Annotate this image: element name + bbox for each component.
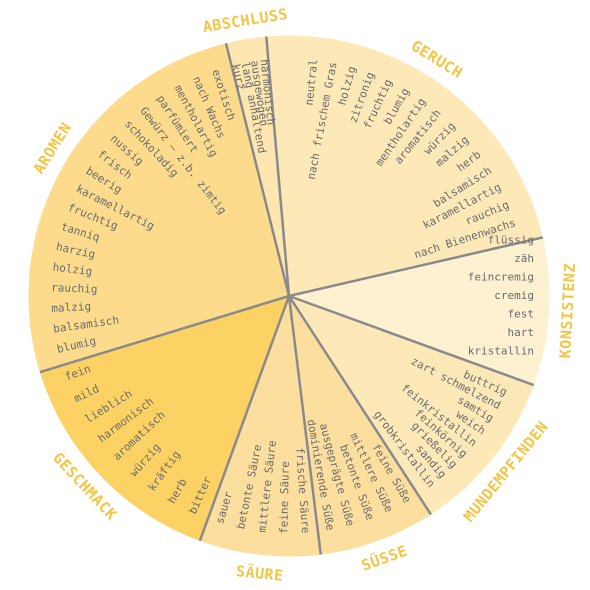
divider-mundempfinden bbox=[288, 294, 536, 387]
segment-konsistenz bbox=[289, 237, 551, 386]
category-label-abschluss: ABSCHLUSS bbox=[202, 5, 290, 36]
segment-mundempfinden bbox=[289, 296, 536, 516]
term-aromen: holzig bbox=[52, 261, 93, 279]
category-label-konsistenz: KONSISTENZ bbox=[556, 263, 579, 359]
divider-geschmack bbox=[198, 295, 291, 543]
divider-geruch bbox=[264, 34, 291, 297]
segment-saeure bbox=[199, 296, 321, 558]
term-konsistenz: hart bbox=[508, 326, 535, 339]
segment-suesse bbox=[289, 296, 432, 557]
segment-geschmack bbox=[38, 296, 290, 543]
category-label-saeure: SÄURE bbox=[235, 561, 284, 585]
term-konsistenz: feincremig bbox=[468, 271, 534, 284]
term-konsistenz: zäh bbox=[514, 252, 534, 265]
term-konsistenz: kristallin bbox=[468, 345, 534, 358]
term-geruch: neutral bbox=[303, 59, 321, 106]
wheel-dividers bbox=[38, 34, 545, 557]
divider-abschluss bbox=[224, 41, 291, 297]
wheel-segments bbox=[26, 33, 551, 558]
term-konsistenz: cremig bbox=[494, 289, 534, 302]
term-abschluss: kurz bbox=[229, 63, 248, 92]
term-saeure: frische Säure bbox=[293, 447, 312, 534]
divider-aromen bbox=[38, 294, 290, 374]
divider-suesse bbox=[287, 295, 433, 517]
term-konsistenz: flüssig bbox=[488, 234, 534, 247]
term-aromen: rauchig bbox=[51, 281, 98, 296]
term-konsistenz: fest bbox=[508, 308, 535, 321]
divider-konsistenz bbox=[288, 235, 545, 298]
term-saeure: feine Säure bbox=[277, 461, 292, 534]
segment-geruch bbox=[266, 33, 545, 296]
divider-saeure bbox=[287, 295, 323, 557]
wheel-rim bbox=[25, 32, 553, 560]
term-aromen: malzig bbox=[51, 300, 91, 315]
